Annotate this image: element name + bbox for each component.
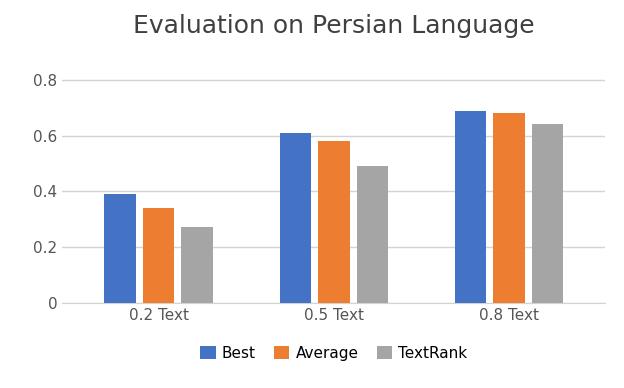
Bar [182,227,213,303]
Title: Evaluation on Persian Language: Evaluation on Persian Language [133,14,535,38]
Bar [455,111,486,303]
Bar [143,208,175,303]
Bar [356,166,388,303]
Bar [493,113,525,303]
Bar [532,125,563,303]
Bar [104,194,136,303]
Bar [318,141,349,303]
Bar [280,133,311,303]
Legend: Best, Average, TextRank: Best, Average, TextRank [194,340,474,367]
